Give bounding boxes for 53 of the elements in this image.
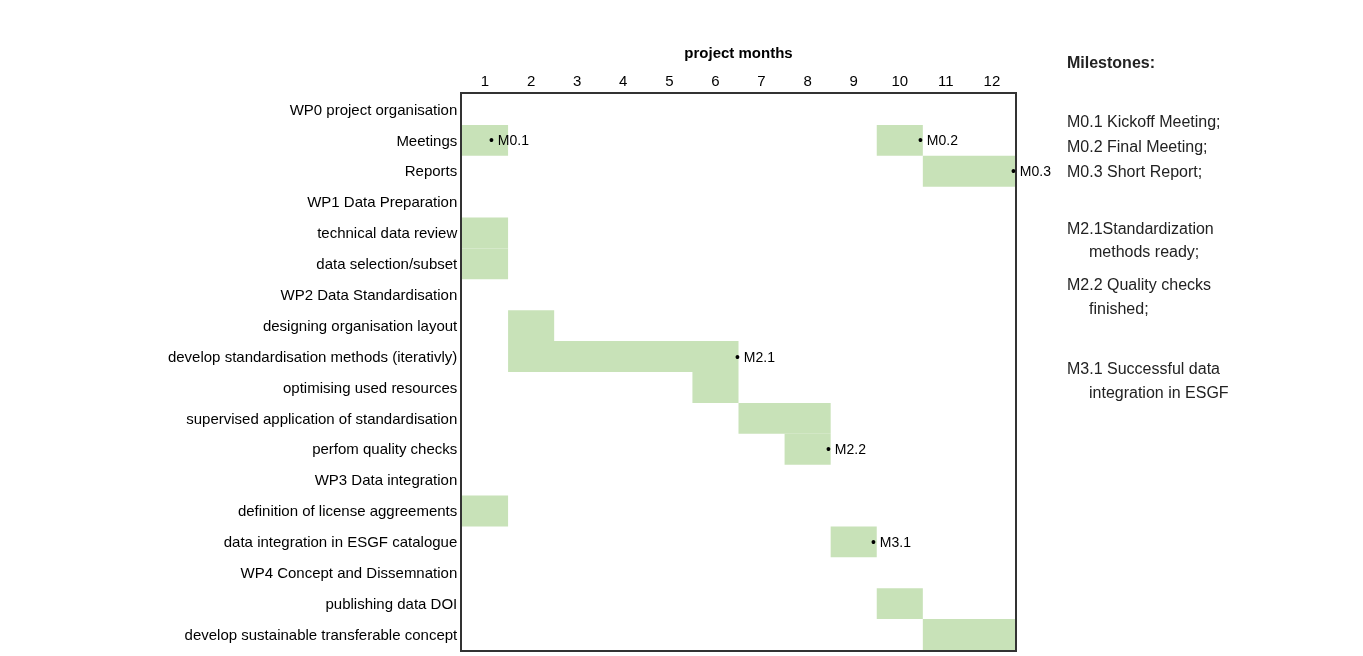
- y-tick-label: definition of license aggreements: [237, 502, 458, 520]
- text: finished;: [1089, 300, 1149, 317]
- x-tick-label: 7: [757, 72, 766, 90]
- x-tick-label: 2: [526, 72, 536, 90]
- x-tick-label: 3: [573, 72, 582, 90]
- x-tick-label: 1: [480, 72, 490, 90]
- bar: [876, 588, 923, 620]
- y-tick-label: develop sustainable transferable concept: [184, 625, 459, 643]
- y-tick-label: WP4 Concept and Dissemnation: [240, 564, 458, 582]
- bar: [830, 526, 877, 558]
- annotation: • M3.1: [871, 534, 912, 550]
- x-tick-label: 12: [983, 72, 1001, 90]
- y-tick-label: optimising used resources: [282, 378, 458, 396]
- y-tick-label: data selection/subset: [316, 255, 459, 273]
- x-tick-label: 5: [665, 72, 674, 90]
- text: M2.2 Quality checks: [1067, 276, 1212, 293]
- x-tick-label: 10: [891, 72, 909, 90]
- y-tick-label: WP3 Data integration: [314, 471, 458, 489]
- x-tick-label: 9: [849, 72, 858, 90]
- x-axis-title: project months: [684, 44, 793, 61]
- text: M3.1 Successful data: [1067, 360, 1221, 377]
- y-tick-label: publishing data DOI: [325, 594, 458, 612]
- x-tick-label: 6: [711, 72, 720, 90]
- text: M0.2 Final Meeting;: [1067, 138, 1208, 155]
- y-tick-label: WP0 project organisation: [289, 100, 458, 118]
- annotation: • M2.2: [826, 441, 867, 457]
- bar: [876, 124, 923, 156]
- x-tick-label: 8: [803, 72, 812, 90]
- annotation: • M2.1: [735, 349, 776, 365]
- bar: [922, 619, 1015, 650]
- text: M0.1 Kickoff Meeting;: [1067, 113, 1221, 130]
- x-tick-label: 11: [938, 72, 954, 90]
- y-tick-label: WP1 Data Preparation: [307, 193, 458, 211]
- y-tick-label: Reports: [404, 162, 458, 180]
- y-tick-label: Meetings: [396, 131, 458, 149]
- y-tick-label: develop standardisation methods (iterativly): [167, 347, 458, 365]
- y-tick-label: perfom quality checks: [312, 440, 458, 458]
- x-tick-label: 4: [619, 72, 628, 90]
- text: M0.3 Short Report;: [1067, 163, 1203, 180]
- text: methods ready;: [1089, 243, 1200, 260]
- annotation: • M0.2: [918, 132, 959, 148]
- y-tick-label: WP2 Data Standardisation: [280, 286, 458, 304]
- text: integration in ESGF: [1089, 384, 1229, 401]
- y-tick-label: supervised application of standardisation: [186, 409, 458, 427]
- text: M2.1Standardization: [1067, 220, 1214, 237]
- bar: [922, 155, 1015, 187]
- y-tick-label: technical data review: [317, 224, 458, 242]
- y-tick-label: designing organisation layout: [262, 316, 459, 334]
- bar: [462, 495, 509, 527]
- text: Milestones:: [1067, 54, 1156, 71]
- annotation: • M0.1: [489, 132, 530, 148]
- annotation: • M0.3: [1011, 163, 1052, 179]
- y-tick-label: data integration in ESGF catalogue: [223, 533, 458, 551]
